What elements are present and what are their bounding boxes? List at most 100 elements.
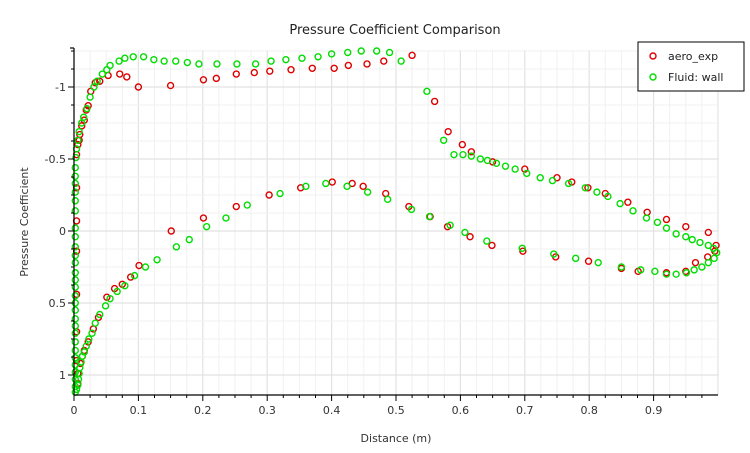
data-point-fluid-wall	[153, 256, 161, 264]
data-point-fluid-wall	[642, 214, 651, 222]
data-point-fluid-wall	[71, 207, 79, 215]
data-point-fluid-wall	[71, 375, 79, 384]
data-point-fluid-wall	[121, 54, 129, 62]
data-point-fluid-wall	[106, 61, 114, 70]
x-axis-label: Distance (m)	[361, 432, 432, 445]
data-point-fluid-wall	[183, 58, 192, 67]
data-point-fluid-wall	[450, 150, 458, 159]
data-point-fluid-wall	[91, 319, 99, 327]
x-tick-label: 0.3	[258, 404, 276, 417]
data-point-aero-exp	[330, 64, 338, 72]
data-point-fluid-wall	[243, 201, 251, 209]
legend-label-fluid-wall: Fluid: wall	[668, 71, 723, 84]
data-point-aero-exp	[521, 165, 529, 173]
data-point-fluid-wall	[282, 55, 290, 64]
data-point-fluid-wall	[88, 329, 96, 337]
data-point-fluid-wall	[71, 197, 79, 205]
data-point-fluid-wall	[115, 57, 123, 65]
data-point-fluid-wall	[604, 192, 612, 201]
data-point-aero-exp	[624, 198, 632, 206]
legend-marker-aero-exp	[649, 52, 657, 60]
data-point-aero-exp	[287, 66, 295, 74]
data-point-fluid-wall	[383, 195, 392, 204]
data-point-aero-exp	[78, 122, 86, 130]
data-point-aero-exp	[166, 81, 175, 90]
data-point-fluid-wall	[195, 60, 203, 68]
y-tick-label: -1	[55, 81, 66, 94]
data-point-fluid-wall	[593, 188, 601, 196]
data-point-fluid-wall	[71, 243, 79, 251]
data-point-fluid-wall	[75, 127, 83, 136]
data-point-aero-exp	[96, 77, 104, 85]
data-point-fluid-wall	[423, 87, 431, 96]
data-point-fluid-wall	[71, 233, 79, 241]
data-point-fluid-wall	[185, 235, 193, 244]
x-tick-label: 0.9	[645, 404, 663, 417]
data-point-fluid-wall	[71, 179, 79, 188]
data-point-fluid-wall	[492, 159, 501, 168]
data-point-fluid-wall	[160, 57, 168, 65]
x-tick-label: 0.8	[580, 404, 598, 417]
y-tick-label: -0.5	[45, 153, 66, 166]
data-point-fluid-wall	[483, 156, 492, 165]
data-point-fluid-wall	[523, 169, 531, 178]
data-point-fluid-wall	[141, 263, 150, 271]
data-point-fluid-wall	[709, 244, 718, 252]
data-point-fluid-wall	[233, 60, 241, 68]
data-point-fluid-wall	[71, 269, 79, 277]
data-point-fluid-wall	[501, 162, 510, 170]
data-point-aero-exp	[444, 127, 452, 136]
data-point-aero-exp	[691, 258, 700, 267]
data-point-fluid-wall	[276, 189, 284, 198]
data-point-fluid-wall	[78, 352, 87, 360]
data-point-fluid-wall	[662, 270, 671, 278]
data-point-fluid-wall	[629, 207, 637, 215]
data-point-fluid-wall	[83, 104, 91, 113]
data-point-fluid-wall	[222, 214, 230, 222]
data-point-fluid-wall	[385, 48, 394, 57]
data-point-aero-exp	[328, 178, 336, 186]
data-point-fluid-wall	[71, 346, 79, 355]
data-point-fluid-wall	[71, 188, 79, 196]
data-point-fluid-wall	[662, 224, 671, 232]
data-point-fluid-wall	[651, 267, 659, 276]
data-point-fluid-wall	[172, 57, 180, 65]
grid	[73, 50, 719, 395]
data-point-fluid-wall	[407, 205, 416, 214]
x-tick-label: 0.5	[387, 404, 405, 417]
data-point-aero-exp	[135, 261, 143, 270]
data-point-fluid-wall	[130, 271, 139, 280]
data-point-fluid-wall	[71, 322, 79, 330]
data-point-aero-exp	[458, 140, 467, 149]
data-point-fluid-wall	[172, 243, 181, 251]
data-point-fluid-wall	[71, 283, 79, 291]
data-point-fluid-wall	[672, 270, 680, 278]
x-tick-label: 0.6	[452, 404, 470, 417]
data-point-fluid-wall	[564, 179, 573, 188]
data-point-aero-exp	[199, 214, 208, 222]
x-tick-label: 0.1	[130, 404, 148, 417]
data-point-aero-exp	[408, 51, 416, 60]
data-point-fluid-wall	[476, 155, 485, 163]
data-point-fluid-wall	[267, 57, 275, 65]
data-point-fluid-wall	[251, 60, 260, 68]
data-point-fluid-wall	[511, 165, 519, 173]
data-point-fluid-wall	[343, 182, 351, 191]
data-point-aero-exp	[682, 222, 690, 231]
y-tick-label: 0.5	[49, 297, 67, 310]
data-point-aero-exp	[116, 70, 124, 78]
data-point-aero-exp	[704, 228, 713, 237]
data-point-fluid-wall	[139, 53, 148, 61]
data-point-fluid-wall	[71, 368, 79, 376]
x-tick-label: 0	[71, 404, 78, 417]
data-point-fluid-wall	[682, 233, 690, 241]
data-point-fluid-wall	[688, 235, 696, 244]
data-point-aero-exp	[250, 68, 259, 77]
data-point-fluid-wall	[298, 54, 306, 62]
data-point-fluid-wall	[98, 70, 107, 78]
data-point-fluid-wall	[150, 55, 158, 64]
data-point-aero-exp	[74, 140, 82, 149]
data-point-fluid-wall	[397, 57, 405, 65]
data-point-aero-exp	[232, 202, 240, 211]
